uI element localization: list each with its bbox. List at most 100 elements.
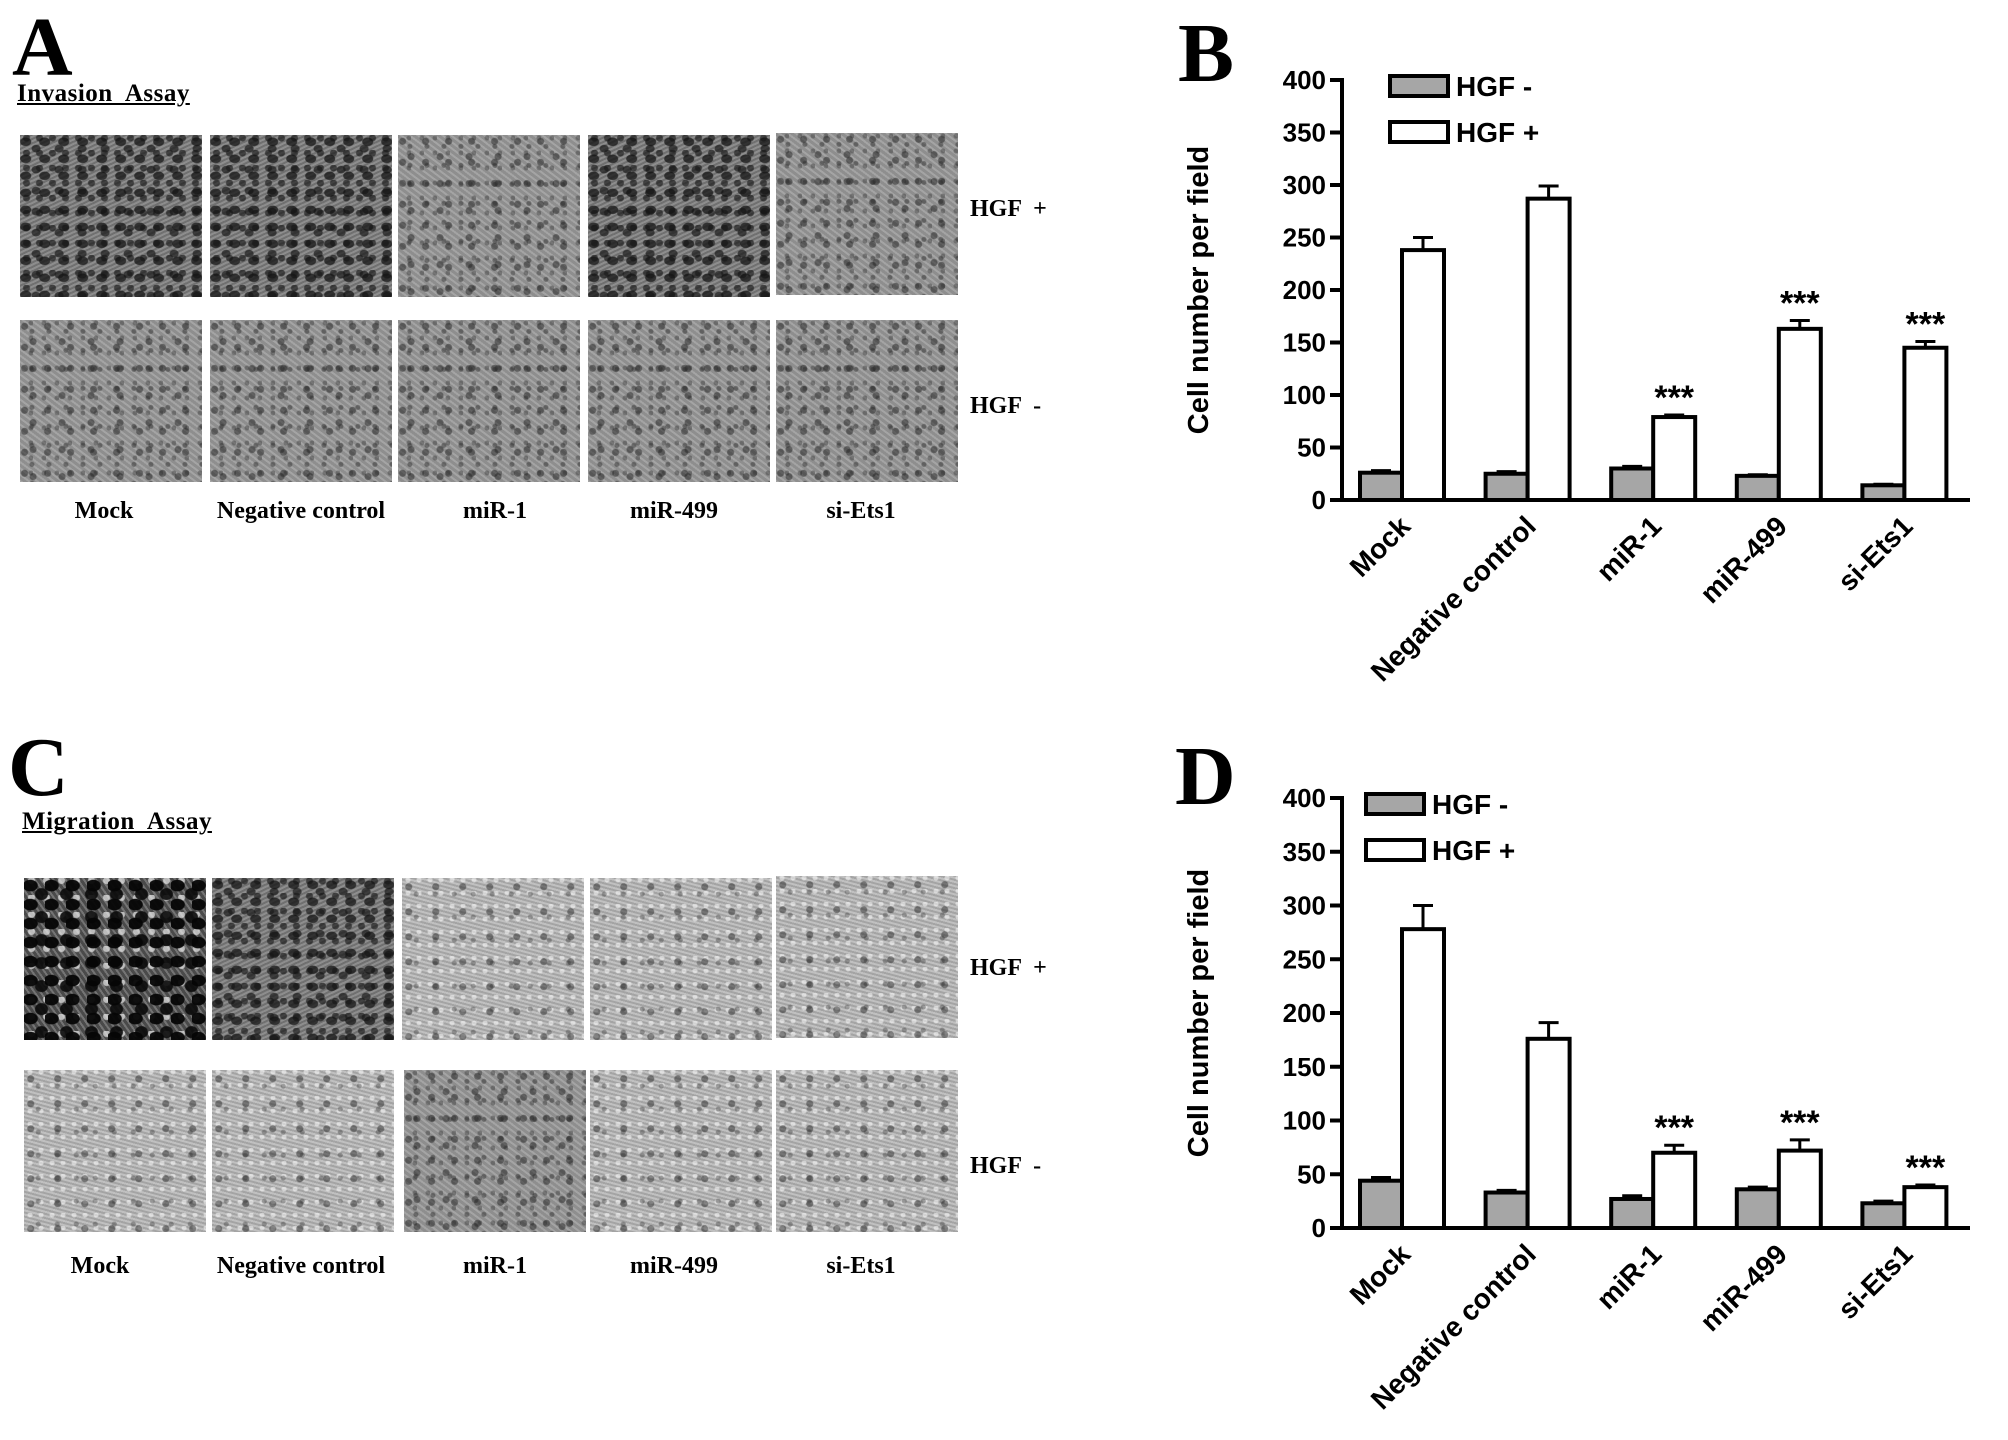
bar-negative-control-hgf-plus bbox=[1525, 1036, 1572, 1230]
x-tick-label-si-ets1: si-Ets1 bbox=[1832, 1238, 1919, 1325]
bar-mir-1-hgf-minus bbox=[1609, 466, 1656, 502]
migration-image-mir-1-hgf-plus bbox=[402, 878, 584, 1040]
y-tick-label: 200 bbox=[1283, 998, 1326, 1028]
invasion-col-label-mir-1: miR-1 bbox=[463, 498, 527, 524]
y-tick-label: 100 bbox=[1283, 380, 1326, 410]
y-tick-label: 350 bbox=[1283, 118, 1326, 148]
migration-image-si-ets1-hgf-minus bbox=[776, 1070, 958, 1232]
bar-si-ets1-hgf-minus bbox=[1860, 1201, 1907, 1230]
significance-marker-si-ets1: *** bbox=[1906, 305, 1946, 343]
y-tick-label: 250 bbox=[1283, 223, 1326, 253]
invasion-image-mock-hgf-plus bbox=[20, 135, 202, 297]
invasion-col-label-si-ets1: si-Ets1 bbox=[826, 498, 896, 524]
migration-image-mir-499-hgf-plus bbox=[590, 878, 772, 1040]
x-tick-label-mir-499: miR-499 bbox=[1694, 1238, 1793, 1337]
significance-marker-mir-1: *** bbox=[1654, 379, 1694, 417]
migration-image-mock-hgf-minus bbox=[24, 1070, 206, 1232]
y-tick-label: 350 bbox=[1283, 837, 1326, 867]
invasion-image-si-ets1-hgf-minus bbox=[776, 320, 958, 482]
migration-row-label-hgf-minus: HGF - bbox=[970, 1153, 1042, 1179]
invasion-image-mir-1-hgf-minus bbox=[398, 320, 580, 482]
bar-mir-499-hgf-plus bbox=[1776, 1148, 1823, 1231]
y-tick-label: 100 bbox=[1283, 1106, 1326, 1136]
migration-col-label-mir-499: miR-499 bbox=[630, 1253, 718, 1279]
invasion-image-mir-499-hgf-plus bbox=[588, 135, 770, 297]
bar-si-ets1-hgf-minus bbox=[1860, 483, 1907, 502]
significance-marker-si-ets1: *** bbox=[1906, 1149, 1946, 1187]
legend-swatch-hgf-minus bbox=[1388, 74, 1450, 98]
x-tick-label-mir-1: miR-1 bbox=[1591, 1238, 1668, 1315]
legend-label-hgf-minus: HGF - bbox=[1432, 789, 1508, 820]
x-tick-label-si-ets1: si-Ets1 bbox=[1832, 510, 1919, 597]
invasion-image-si-ets1-hgf-plus bbox=[776, 133, 958, 295]
panel-letter-b: B bbox=[1178, 7, 1235, 100]
invasion-image-mir-499-hgf-minus bbox=[588, 320, 770, 482]
y-tick-label: 0 bbox=[1312, 1213, 1326, 1243]
migration-col-label-si-ets1: si-Ets1 bbox=[826, 1253, 896, 1279]
legend-swatch-hgf-plus bbox=[1388, 120, 1450, 144]
bar-mock-hgf-minus bbox=[1358, 470, 1404, 503]
y-tick-label: 250 bbox=[1283, 944, 1326, 974]
migration-row-label-hgf-plus: HGF + bbox=[970, 955, 1047, 981]
y-tick-label: 150 bbox=[1283, 328, 1326, 358]
invasion-assay-title: Invasion Assay bbox=[17, 80, 190, 107]
x-tick-label-mock: Mock bbox=[1344, 1238, 1417, 1311]
y-tick-label: 200 bbox=[1283, 275, 1326, 305]
bar-mock-hgf-plus bbox=[1400, 927, 1446, 1230]
invasion-bar-chart: Cell number per field 0 50 100 150 200 250 300 3… bbox=[1183, 65, 1970, 687]
y-tick-label: 300 bbox=[1283, 891, 1326, 921]
legend-label-hgf-plus: HGF + bbox=[1456, 117, 1539, 148]
invasion-image-negative-control-hgf-minus bbox=[210, 320, 392, 482]
migration-image-si-ets1-hgf-plus bbox=[776, 876, 958, 1038]
panel-letter-c: C bbox=[8, 721, 69, 814]
invasion-image-mock-hgf-minus bbox=[20, 320, 202, 482]
migration-col-label-mock: Mock bbox=[70, 1253, 130, 1279]
invasion-image-mir-1-hgf-plus bbox=[398, 135, 580, 297]
migration-col-label-negative-control: Negative control bbox=[216, 1253, 386, 1279]
x-tick-label-mir-1: miR-1 bbox=[1591, 510, 1668, 587]
significance-marker-mir-499: *** bbox=[1780, 284, 1820, 322]
y-tick-label: 50 bbox=[1297, 433, 1326, 463]
x-tick-label-mock: Mock bbox=[1344, 510, 1417, 583]
migration-image-negative-control-hgf-plus bbox=[212, 878, 394, 1040]
bar-negative-control-hgf-plus bbox=[1525, 196, 1572, 502]
invasion-col-label-negative-control: Negative control bbox=[216, 498, 386, 524]
migration-image-mock-hgf-plus bbox=[24, 878, 206, 1040]
y-tick-label: 0 bbox=[1312, 485, 1326, 515]
migration-image-mir-499-hgf-minus bbox=[590, 1070, 772, 1232]
y-tick-label: 400 bbox=[1283, 65, 1326, 95]
bar-mock-hgf-plus bbox=[1400, 248, 1446, 502]
legend-label-hgf-plus: HGF + bbox=[1432, 835, 1515, 866]
migration-bar-chart: Cell number per field 0 50 100 150 200 250 300 3… bbox=[1183, 783, 1970, 1415]
y-tick-label: 400 bbox=[1283, 783, 1326, 813]
bar-negative-control-hgf-minus bbox=[1483, 471, 1530, 502]
migration-assay-title: Migration Assay bbox=[22, 808, 212, 835]
legend-swatch-hgf-plus bbox=[1364, 838, 1426, 862]
migration-image-mir-1-hgf-minus bbox=[404, 1070, 586, 1232]
invasion-row-label-hgf-minus: HGF - bbox=[970, 393, 1042, 419]
migration-col-label-mir-1: miR-1 bbox=[463, 1253, 527, 1279]
invasion-col-label-mir-499: miR-499 bbox=[630, 498, 718, 524]
significance-marker-mir-499: *** bbox=[1780, 1104, 1820, 1142]
y-tick-label: 50 bbox=[1297, 1159, 1326, 1189]
panel-letter-a: A bbox=[12, 1, 73, 94]
bar-negative-control-hgf-minus bbox=[1483, 1190, 1530, 1230]
significance-marker-mir-1: *** bbox=[1654, 1109, 1694, 1147]
bar-si-ets1-hgf-plus bbox=[1902, 345, 1949, 502]
legend-swatch-hgf-minus bbox=[1364, 792, 1426, 816]
y-axis-label: Cell number per field bbox=[1183, 869, 1215, 1157]
bar-mir-1-hgf-plus bbox=[1651, 415, 1698, 502]
invasion-image-negative-control-hgf-plus bbox=[210, 135, 392, 297]
bar-mir-499-hgf-minus bbox=[1734, 473, 1781, 503]
y-tick-label: 150 bbox=[1283, 1052, 1326, 1082]
bar-mir-1-hgf-minus bbox=[1609, 1196, 1656, 1231]
x-tick-label-mir-499: miR-499 bbox=[1694, 510, 1793, 609]
bar-mock-hgf-minus bbox=[1358, 1178, 1404, 1231]
bar-mir-499-hgf-plus bbox=[1776, 326, 1823, 502]
bar-mir-499-hgf-minus bbox=[1734, 1187, 1781, 1230]
legend-label-hgf-minus: HGF - bbox=[1456, 71, 1532, 102]
invasion-col-label-mock: Mock bbox=[74, 498, 134, 524]
bar-mir-1-hgf-plus bbox=[1651, 1150, 1698, 1230]
bar-si-ets1-hgf-plus bbox=[1902, 1185, 1949, 1230]
migration-image-negative-control-hgf-minus bbox=[212, 1070, 394, 1232]
